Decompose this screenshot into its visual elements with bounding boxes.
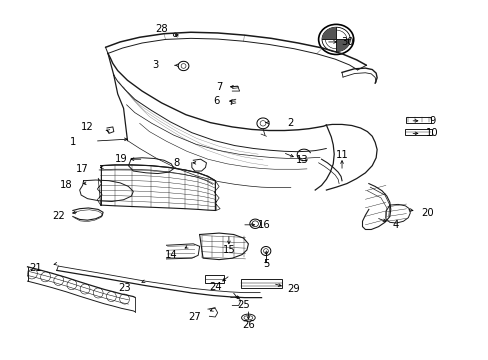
Polygon shape — [322, 27, 335, 40]
Text: 21: 21 — [29, 263, 42, 273]
Text: 5: 5 — [263, 259, 269, 269]
Text: 20: 20 — [420, 208, 433, 218]
Text: 17: 17 — [76, 164, 89, 174]
Text: 13: 13 — [295, 155, 308, 165]
Ellipse shape — [41, 272, 50, 282]
Ellipse shape — [106, 292, 116, 302]
Ellipse shape — [80, 284, 90, 294]
Ellipse shape — [241, 314, 255, 321]
Text: 6: 6 — [213, 96, 219, 106]
Text: 7: 7 — [216, 82, 222, 92]
Text: 25: 25 — [237, 300, 249, 310]
Text: 19: 19 — [115, 154, 128, 164]
Text: 8: 8 — [173, 158, 179, 168]
Ellipse shape — [67, 280, 77, 290]
Text: 12: 12 — [81, 122, 94, 132]
Text: 11: 11 — [335, 150, 347, 160]
Text: 27: 27 — [188, 312, 201, 322]
Text: 14: 14 — [165, 250, 177, 260]
Text: 3: 3 — [152, 60, 159, 70]
Text: 15: 15 — [222, 245, 235, 255]
Text: 16: 16 — [257, 220, 270, 230]
Text: 23: 23 — [119, 283, 131, 293]
Ellipse shape — [120, 294, 129, 304]
Text: 30: 30 — [341, 37, 353, 47]
Ellipse shape — [93, 288, 103, 298]
Text: 28: 28 — [155, 24, 167, 35]
Polygon shape — [335, 40, 349, 51]
Text: 24: 24 — [208, 282, 221, 292]
Text: 2: 2 — [287, 118, 293, 128]
Text: 10: 10 — [425, 129, 438, 138]
Text: 4: 4 — [392, 220, 398, 230]
Text: 29: 29 — [286, 284, 299, 294]
Text: 18: 18 — [60, 180, 73, 190]
Text: 26: 26 — [242, 320, 254, 330]
Text: 1: 1 — [69, 138, 76, 147]
Text: 9: 9 — [428, 116, 434, 126]
Text: 22: 22 — [52, 211, 64, 221]
Ellipse shape — [27, 269, 37, 279]
Ellipse shape — [54, 275, 63, 285]
